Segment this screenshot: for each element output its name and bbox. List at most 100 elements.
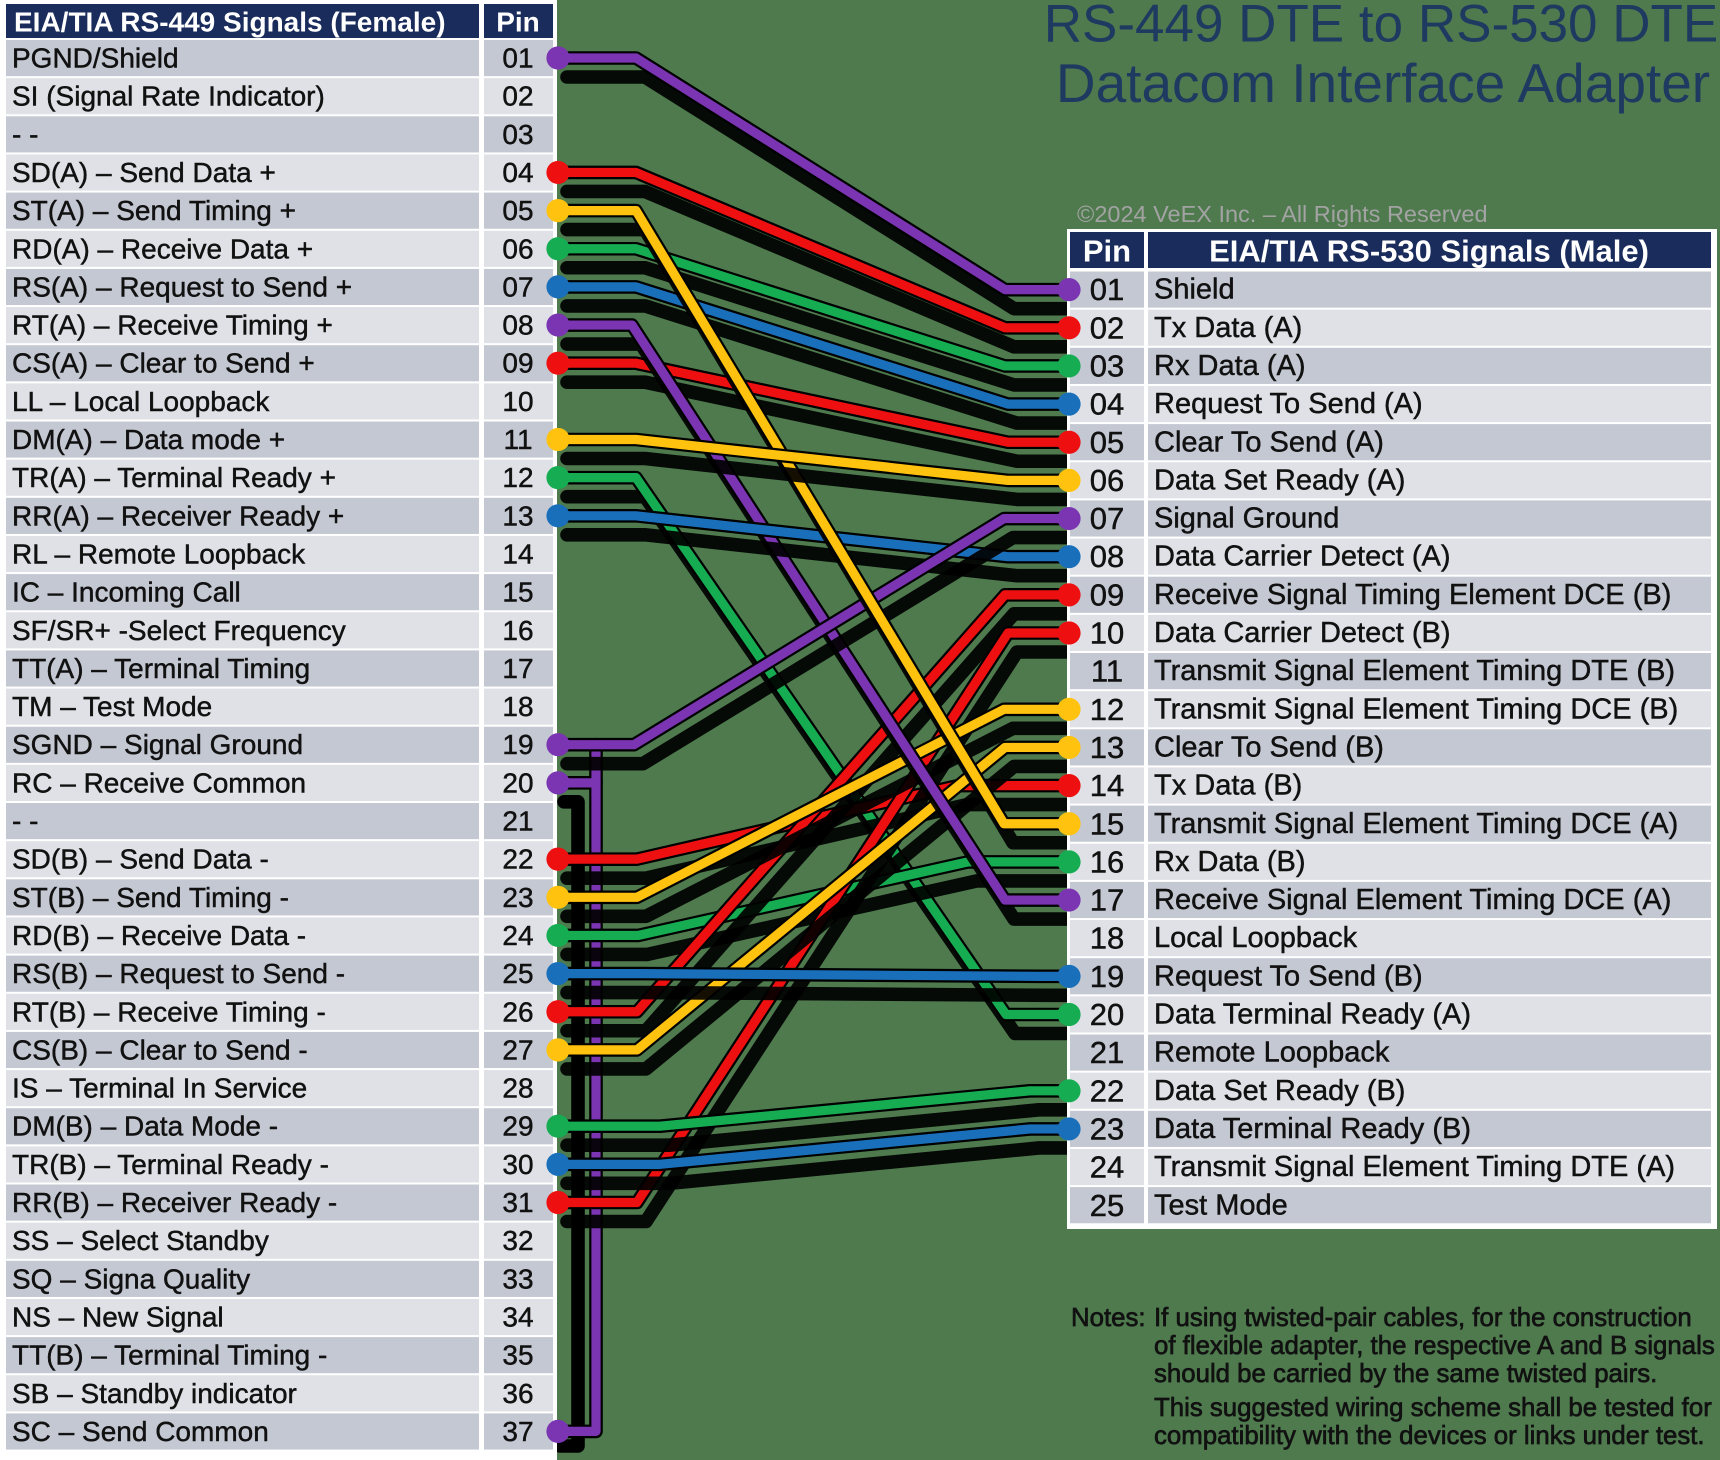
svg-text:27: 27 xyxy=(502,1034,533,1065)
svg-text:10: 10 xyxy=(502,386,533,417)
svg-text:18: 18 xyxy=(502,691,533,722)
svg-text:21: 21 xyxy=(1090,1035,1124,1070)
svg-text:01: 01 xyxy=(1090,272,1124,307)
svg-text:RT(B) – Receive Timing -: RT(B) – Receive Timing - xyxy=(12,996,326,1027)
svg-text:compatibility with the devices: compatibility with the devices or links … xyxy=(1154,1422,1705,1450)
svg-text:PGND/Shield: PGND/Shield xyxy=(12,43,179,74)
svg-text:Transmit Signal Element Timing: Transmit Signal Element Timing DTE (A) xyxy=(1154,1151,1675,1183)
svg-text:07: 07 xyxy=(502,271,533,302)
svg-text:Datacom Interface Adapter: Datacom Interface Adapter xyxy=(1056,52,1710,114)
svg-text:Remote Loopback: Remote Loopback xyxy=(1154,1037,1390,1069)
svg-text:SF/SR+ -Select Frequency: SF/SR+ -Select Frequency xyxy=(12,615,346,646)
svg-text:Test Mode: Test Mode xyxy=(1154,1189,1288,1221)
svg-text:This suggested wiring scheme s: This suggested wiring scheme shall be te… xyxy=(1154,1394,1712,1422)
svg-text:17: 17 xyxy=(1090,883,1124,918)
svg-text:05: 05 xyxy=(1090,425,1124,460)
svg-text:SS – Select Standby: SS – Select Standby xyxy=(12,1225,269,1256)
svg-text:Shield: Shield xyxy=(1154,274,1235,306)
svg-text:04: 04 xyxy=(1090,387,1124,422)
svg-text:TT(A) – Terminal Timing: TT(A) – Terminal Timing xyxy=(12,653,310,684)
svg-text:35: 35 xyxy=(502,1340,533,1371)
svg-text:13: 13 xyxy=(1090,730,1124,765)
svg-text:02: 02 xyxy=(1090,310,1124,345)
svg-text:Data Set Ready (B): Data Set Ready (B) xyxy=(1154,1075,1405,1107)
svg-text:09: 09 xyxy=(502,348,533,379)
svg-text:DM(A) – Data mode +: DM(A) – Data mode + xyxy=(12,424,285,455)
svg-text:Clear To Send (B): Clear To Send (B) xyxy=(1154,731,1384,763)
svg-text:13: 13 xyxy=(502,500,533,531)
svg-text:30: 30 xyxy=(502,1149,533,1180)
svg-text:RS(B) – Request to Send -: RS(B) – Request to Send - xyxy=(12,958,345,989)
svg-text:Pin: Pin xyxy=(1083,234,1131,269)
svg-text:RR(A) – Receiver Ready +: RR(A) – Receiver Ready + xyxy=(12,500,344,531)
svg-text:DM(B) – Data Mode -: DM(B) – Data Mode - xyxy=(12,1111,278,1142)
svg-text:12: 12 xyxy=(502,462,533,493)
svg-text:08: 08 xyxy=(1090,539,1124,574)
svg-text:15: 15 xyxy=(1090,806,1124,841)
svg-text:28: 28 xyxy=(502,1073,533,1104)
svg-text:17: 17 xyxy=(502,653,533,684)
svg-text:31: 31 xyxy=(502,1187,533,1218)
svg-text:SGND – Signal Ground: SGND – Signal Ground xyxy=(12,729,303,760)
svg-text:16: 16 xyxy=(502,615,533,646)
svg-text:Data Carrier Detect (B): Data Carrier Detect (B) xyxy=(1154,617,1451,649)
svg-text:26: 26 xyxy=(502,996,533,1027)
svg-text:RD(B) – Receive Data -: RD(B) – Receive Data - xyxy=(12,920,306,951)
svg-text:Data Set Ready (A): Data Set Ready (A) xyxy=(1154,464,1405,496)
svg-text:CS(B) – Clear to Send -: CS(B) – Clear to Send - xyxy=(12,1034,308,1065)
svg-text:21: 21 xyxy=(502,806,533,837)
svg-text:IC – Incoming Call: IC – Incoming Call xyxy=(12,577,241,608)
svg-text:Rx Data (A): Rx Data (A) xyxy=(1154,350,1305,382)
svg-text:RR(B) – Receiver Ready -: RR(B) – Receiver Ready - xyxy=(12,1187,337,1218)
svg-text:Transmit Signal Element Timing: Transmit Signal Element Timing DCE (A) xyxy=(1154,808,1678,840)
svg-text:LL – Local Loopback: LL – Local Loopback xyxy=(12,386,270,417)
svg-text:RS-449 DTE to RS-530 DTE: RS-449 DTE to RS-530 DTE xyxy=(1044,0,1719,54)
svg-text:04: 04 xyxy=(502,157,533,188)
svg-text:Local Loopback: Local Loopback xyxy=(1154,922,1358,954)
svg-text:Request To Send (B): Request To Send (B) xyxy=(1154,960,1423,992)
svg-text:19: 19 xyxy=(502,729,533,760)
svg-text:12: 12 xyxy=(1090,692,1124,727)
svg-text:25: 25 xyxy=(1090,1188,1124,1223)
svg-text:SQ – Signa Quality: SQ – Signa Quality xyxy=(12,1263,250,1294)
svg-text:03: 03 xyxy=(1090,348,1124,383)
svg-text:Transmit Signal Element Timing: Transmit Signal Element Timing DCE (B) xyxy=(1154,693,1678,725)
svg-text:Tx Data (B): Tx Data (B) xyxy=(1154,770,1302,802)
svg-text:Data Terminal Ready (B): Data Terminal Ready (B) xyxy=(1154,1113,1471,1145)
svg-text:03: 03 xyxy=(502,119,533,150)
svg-text:Notes:: Notes: xyxy=(1071,1304,1146,1332)
svg-text:EIA/TIA RS-530 Signals (Male): EIA/TIA RS-530 Signals (Male) xyxy=(1209,234,1649,269)
svg-text:SD(B) – Send Data -: SD(B) – Send Data - xyxy=(12,844,269,875)
svg-text:TM – Test Mode: TM – Test Mode xyxy=(12,691,212,722)
svg-text:36: 36 xyxy=(502,1378,533,1409)
svg-text:33: 33 xyxy=(502,1263,533,1294)
svg-text:07: 07 xyxy=(1090,501,1124,536)
svg-text:14: 14 xyxy=(1090,768,1124,803)
svg-text:08: 08 xyxy=(502,310,533,341)
svg-text:22: 22 xyxy=(502,844,533,875)
svg-text:should be carried by the same: should be carried by the same twisted pa… xyxy=(1154,1360,1657,1388)
svg-text:02: 02 xyxy=(502,81,533,112)
svg-text:23: 23 xyxy=(1090,1111,1124,1146)
svg-text:Clear To Send (A): Clear To Send (A) xyxy=(1154,426,1384,458)
svg-text:20: 20 xyxy=(502,767,533,798)
svg-text:11: 11 xyxy=(503,424,532,455)
svg-text:09: 09 xyxy=(1090,577,1124,612)
svg-text:Transmit Signal Element Timing: Transmit Signal Element Timing DTE (B) xyxy=(1154,655,1675,687)
svg-text:TR(B) – Terminal Ready -: TR(B) – Terminal Ready - xyxy=(12,1149,329,1180)
svg-text:ST(A) – Send Timing +: ST(A) – Send Timing + xyxy=(12,195,296,226)
svg-text:IS – Terminal In Service: IS – Terminal In Service xyxy=(12,1073,307,1104)
svg-text:If using twisted-pair cables,: If using twisted-pair cables, for the co… xyxy=(1154,1304,1692,1332)
svg-text:18: 18 xyxy=(1090,921,1124,956)
svg-text:06: 06 xyxy=(502,233,533,264)
svg-text:32: 32 xyxy=(502,1225,533,1256)
svg-text:Tx Data (A): Tx Data (A) xyxy=(1154,312,1302,344)
svg-text:11: 11 xyxy=(1091,654,1123,689)
svg-text:37: 37 xyxy=(502,1416,533,1447)
svg-text:SC – Send Common: SC – Send Common xyxy=(12,1416,269,1447)
svg-text:06: 06 xyxy=(1090,463,1124,498)
svg-text:of flexible adapter, the respe: of flexible adapter, the respective A an… xyxy=(1154,1332,1715,1360)
svg-text:EIA/TIA RS-449 Signals (Female: EIA/TIA RS-449 Signals (Female) xyxy=(14,7,446,38)
svg-text:24: 24 xyxy=(502,920,533,951)
svg-text:RL – Remote Loopback: RL – Remote Loopback xyxy=(12,538,306,569)
